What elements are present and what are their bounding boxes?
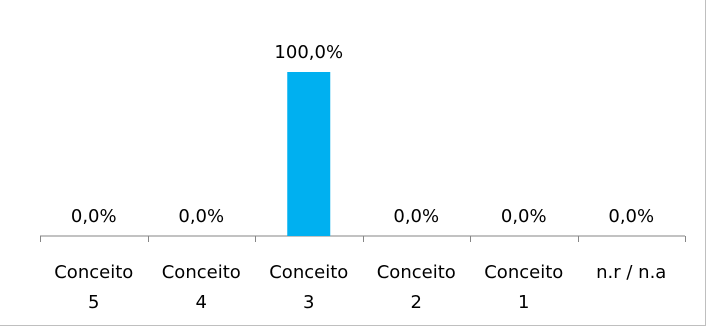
x-tick-label: Conceito 3: [269, 262, 348, 313]
x-tick-label-line: 3: [303, 292, 314, 313]
x-tick-label: Conceito 1: [484, 262, 563, 313]
bar: [287, 72, 331, 236]
data-label: 0,0%: [393, 206, 439, 227]
x-tick-label-line: Conceito: [54, 262, 133, 283]
x-tick-label-line: Conceito: [162, 262, 241, 283]
x-tick-label-line: 5: [88, 292, 99, 313]
x-tick-label-line: 1: [518, 292, 529, 313]
x-tick-label: Conceito 2: [377, 262, 456, 313]
x-tick-label: Conceito 4: [162, 262, 241, 313]
x-tick-label-line: Conceito: [377, 262, 456, 283]
x-tick-label-line: Conceito: [269, 262, 348, 283]
data-label: 0,0%: [178, 206, 224, 227]
x-tick-label-line: 4: [196, 292, 207, 313]
x-tick-label: Conceito 5: [54, 262, 133, 313]
x-tick-label: n.r / n.a: [596, 262, 666, 283]
data-label: 100,0%: [274, 42, 343, 63]
x-tick-label-line: Conceito: [484, 262, 563, 283]
data-label: 0,0%: [71, 206, 117, 227]
data-label: 0,0%: [501, 206, 547, 227]
data-label: 0,0%: [608, 206, 654, 227]
x-tick-label-line: 2: [411, 292, 422, 313]
x-tick-label-line: n.r / n.a: [596, 262, 666, 283]
